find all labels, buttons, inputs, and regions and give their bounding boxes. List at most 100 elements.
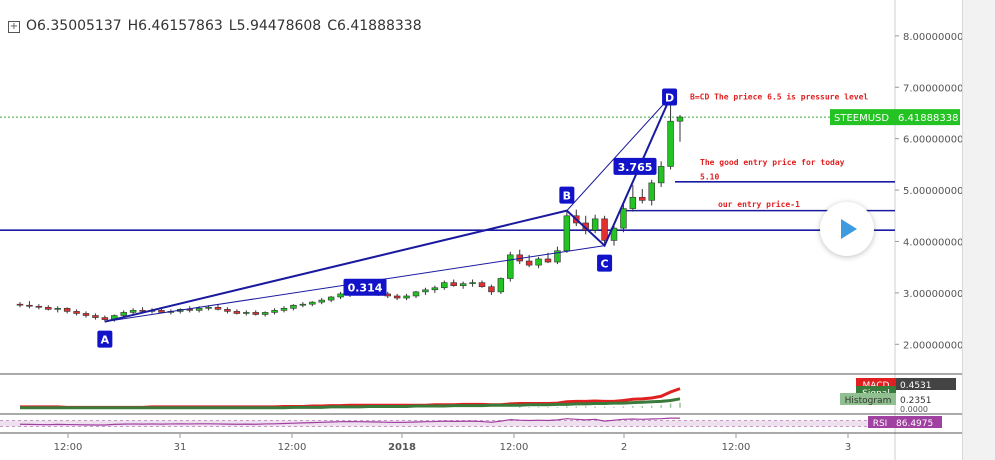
- candle-body: [233, 311, 241, 314]
- candle-body: [478, 282, 486, 288]
- point-b-label: B: [563, 190, 571, 203]
- candle-body: [591, 218, 599, 231]
- candle-body: [54, 308, 61, 310]
- ratio-cd-label-box: [613, 157, 657, 175]
- candle-body: [73, 311, 80, 314]
- candle-body: [158, 310, 165, 313]
- x-tick-label: 12:00: [54, 442, 83, 453]
- ohlc-legend: + O6.35005137 H6.46157863 L5.94478608 C6.418…: [8, 18, 428, 34]
- annotation-entry-value: 5.10: [700, 173, 719, 182]
- candle-body: [290, 304, 297, 309]
- last-price-value: 6.41888338: [898, 113, 958, 124]
- candle-body: [129, 310, 137, 313]
- candle-body: [26, 304, 33, 307]
- rsi-value: 86.4975: [896, 419, 933, 429]
- ohlc-close: C6.41888338: [327, 18, 422, 34]
- candle-body: [488, 286, 495, 293]
- rsi-value-box: [892, 416, 942, 428]
- x-tick-label: 31: [174, 442, 187, 453]
- candle-body: [224, 309, 231, 312]
- point-d-label: D: [665, 92, 674, 105]
- candle-body: [610, 227, 618, 241]
- abcd-pattern-line: [104, 96, 672, 323]
- last-price-tag: [830, 109, 960, 126]
- annotation-pressure-level: B=CD The priece 6.5 is pressure level: [690, 92, 868, 102]
- candle-body: [309, 301, 316, 305]
- candle-body: [45, 306, 52, 310]
- candle-body: [101, 317, 109, 320]
- symbol-label: STEEMUSD: [834, 113, 889, 124]
- candle-body: [535, 258, 542, 266]
- rsi-label-box: [868, 416, 892, 428]
- candle-body: [620, 208, 627, 229]
- x-tick-label: 3: [845, 442, 851, 453]
- candle-body: [469, 282, 476, 284]
- candle-body: [243, 312, 250, 314]
- y-tick-label: 2.00000000: [903, 340, 962, 351]
- x-tick-label: 12:00: [500, 442, 529, 453]
- candle-body: [412, 291, 420, 297]
- candle-body: [63, 308, 71, 312]
- ohlc-high: H6.46157863: [127, 18, 223, 34]
- candle-body: [393, 295, 401, 299]
- candle-body: [280, 308, 288, 311]
- price-chart-svg[interactable]: 2.00000000 3.00000000 4.00000000 5.00000000…: [0, 0, 962, 460]
- macd-value: 0.4531: [900, 381, 932, 391]
- candle-body: [601, 218, 608, 241]
- candle-body: [554, 250, 561, 263]
- candle-body: [459, 283, 467, 286]
- candle-body: [139, 310, 146, 312]
- candle-body: [318, 299, 325, 303]
- candle-body: [327, 296, 335, 301]
- rsi-line: [19, 417, 680, 426]
- x-tick-label: 12:00: [722, 442, 751, 453]
- y-tick-label: 7.00000000: [903, 83, 962, 94]
- candle-body: [667, 120, 674, 167]
- candle-body: [299, 303, 307, 306]
- annotation-good-entry: The good entry price for today: [700, 157, 845, 167]
- play-button[interactable]: [820, 202, 874, 256]
- candle-body: [16, 303, 24, 306]
- candle-body: [252, 312, 259, 315]
- candle-body: [337, 293, 344, 298]
- rsi-label: RSI: [873, 419, 888, 429]
- candle-body: [422, 289, 429, 293]
- rsi-band: [0, 420, 895, 427]
- candle-body: [497, 278, 505, 293]
- histogram-label-box: [840, 393, 896, 405]
- candle-body: [676, 116, 684, 122]
- x-tick-label: 2018: [388, 442, 416, 453]
- candle-body: [431, 287, 439, 291]
- candle-body: [639, 196, 646, 201]
- point-d-label-box: [662, 88, 678, 106]
- y-tick-label: 6.00000000: [903, 135, 962, 146]
- y-tick-label: 4.00000000: [903, 237, 962, 248]
- candle-body: [261, 312, 269, 315]
- signal-line: [20, 397, 681, 410]
- point-b-label-box: [559, 186, 575, 204]
- point-a-label-box: [97, 330, 113, 348]
- candle-body: [120, 312, 127, 316]
- candle-body: [441, 282, 448, 289]
- candle-body: [403, 295, 410, 299]
- expand-icon[interactable]: +: [8, 21, 20, 33]
- y-tick-label: 8.00000000: [903, 32, 962, 43]
- candle-body: [205, 306, 212, 309]
- bd-diagonal-line: [566, 96, 671, 211]
- histogram-value: 0.2351: [900, 396, 932, 406]
- macd-value-box: [896, 378, 956, 390]
- x-tick-label: 2: [621, 442, 627, 453]
- annotation-our-entry: our entry price-1: [718, 199, 800, 209]
- candle-body: [563, 215, 571, 252]
- candle-body: [507, 254, 514, 279]
- ratio-cd-label: 3.765: [618, 161, 653, 174]
- candle-body: [525, 260, 533, 266]
- ratio-ab-label-box: [343, 278, 387, 296]
- candle-body: [271, 310, 278, 313]
- candle-body: [186, 309, 193, 311]
- candle-body: [82, 313, 90, 316]
- ohlc-low: L5.94478608: [228, 18, 322, 34]
- ratio-ab-label: 0.314: [348, 282, 383, 295]
- candle-body: [214, 306, 222, 310]
- candle-body: [629, 196, 637, 209]
